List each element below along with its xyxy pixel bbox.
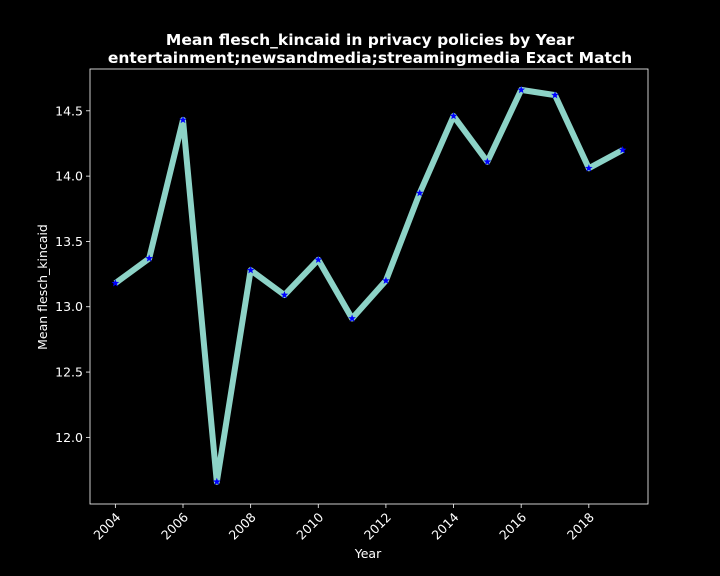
y-tick-label: 12.5 — [55, 365, 83, 380]
plot-area-border — [89, 68, 649, 505]
data-point-marker — [111, 279, 120, 287]
data-point-marker — [415, 189, 424, 197]
y-tick-label: 14.0 — [55, 169, 83, 184]
series-line — [113, 86, 625, 485]
data-point-marker — [585, 164, 593, 172]
data-point-marker — [517, 85, 525, 94]
data-point-marker — [551, 91, 559, 99]
data-point-marker — [348, 314, 356, 322]
y-axis-label: Mean flesch_kincaid — [35, 224, 50, 350]
data-point-marker — [449, 112, 458, 120]
y-tick-label: 13.0 — [55, 299, 83, 314]
y-tick-label: 13.5 — [55, 234, 83, 249]
data-point-marker — [483, 157, 492, 165]
y-axis: 12.0 12.5 13.0 13.5 14.0 14.5 — [55, 103, 90, 445]
data-point-marker — [382, 276, 390, 284]
data-point-marker — [314, 255, 323, 263]
y-tick-label: 14.5 — [55, 103, 83, 118]
data-point-marker — [246, 266, 255, 274]
series-layer — [111, 85, 627, 486]
plot-frame — [89, 68, 649, 505]
data-point-marker — [213, 477, 221, 486]
data-point-marker — [280, 290, 289, 299]
chart-title: Mean flesch_kincaid in privacy policies … — [166, 31, 575, 49]
data-point-marker — [618, 145, 627, 154]
x-axis-label: Year — [354, 546, 382, 561]
data-point-marker — [179, 115, 187, 124]
data-point-marker — [145, 254, 153, 262]
y-tick-label: 12.0 — [55, 430, 83, 445]
chart-subtitle: entertainment;newsandmedia;streamingmedi… — [108, 49, 632, 67]
